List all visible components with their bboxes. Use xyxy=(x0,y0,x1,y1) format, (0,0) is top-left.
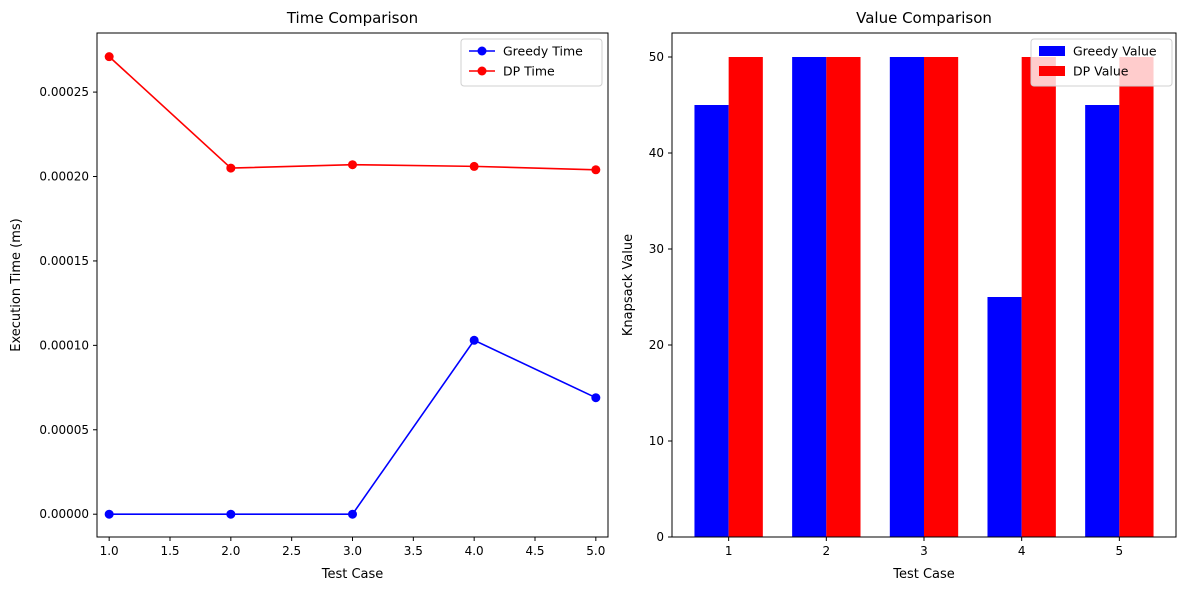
legend-marker xyxy=(477,66,487,76)
value-xtick-label: 5 xyxy=(1116,544,1124,558)
legend-label: DP Value xyxy=(1073,64,1129,79)
time-ytick-label: 0.00025 xyxy=(39,85,89,99)
bar-greedy-value xyxy=(792,57,827,537)
value-xtick-label: 3 xyxy=(920,544,928,558)
time-ytick-label: 0.00000 xyxy=(39,507,89,521)
time-legend-box xyxy=(460,38,603,87)
time-xtick-label: 2.0 xyxy=(221,544,240,558)
time-xtick-label: 3.0 xyxy=(343,544,362,558)
time-chart-ylabel: Execution Time (ms) xyxy=(9,218,24,351)
time-chart-title: Time Comparison xyxy=(286,9,418,27)
value-ytick-label: 10 xyxy=(649,434,664,448)
data-point xyxy=(226,509,236,519)
bar-dp-value xyxy=(1119,57,1154,537)
time-xtick-label: 1.0 xyxy=(100,544,119,558)
data-point xyxy=(469,335,479,345)
time-chart-xlabel: Test Case xyxy=(321,567,384,582)
legend-label: Greedy Time xyxy=(503,44,583,59)
data-point xyxy=(591,393,601,403)
time-xtick-label: 4.0 xyxy=(465,544,484,558)
bar-greedy-value xyxy=(889,57,924,537)
legend-color-swatch xyxy=(1039,66,1065,76)
value-ytick-label: 50 xyxy=(649,50,664,64)
bar-dp-value xyxy=(826,57,861,537)
time-xtick-label: 1.5 xyxy=(160,544,179,558)
value-legend-box xyxy=(1030,38,1173,87)
value-plot-area xyxy=(671,32,1177,538)
time-ytick-label: 0.00005 xyxy=(39,423,89,437)
value-xtick-label: 4 xyxy=(1018,544,1026,558)
time-comparison-chart: Time Comparison Test Case Execution Time… xyxy=(9,9,609,582)
legend-label: Greedy Value xyxy=(1073,44,1157,59)
series-line-greedy-time xyxy=(109,339,597,516)
data-point xyxy=(226,163,236,173)
time-ytick-label: 0.00020 xyxy=(39,170,89,184)
value-comparison-chart: Value Comparison Test Case Knapsack Valu… xyxy=(621,9,1177,582)
time-ytick-label: 0.00015 xyxy=(39,254,89,268)
data-point xyxy=(469,161,479,171)
value-legend: Greedy Value DP Value xyxy=(1030,38,1173,87)
bar-dp-value xyxy=(924,57,959,537)
time-plot-frame xyxy=(96,32,609,538)
time-xtick-label: 5.0 xyxy=(586,544,605,558)
data-point xyxy=(591,165,601,175)
value-ytick-label: 0 xyxy=(656,530,664,544)
bar-greedy-value xyxy=(1085,105,1120,537)
time-ytick-label: 0.00010 xyxy=(39,338,89,352)
time-xtick-label: 3.5 xyxy=(404,544,423,558)
bar-dp-value xyxy=(728,57,763,537)
value-ytick-label: 20 xyxy=(649,338,664,352)
bar-dp-value xyxy=(1021,57,1056,537)
time-xtick-label: 2.5 xyxy=(282,544,301,558)
bar-greedy-value xyxy=(987,297,1022,537)
data-point xyxy=(104,509,114,519)
value-xtick-label: 1 xyxy=(725,544,733,558)
value-chart-title: Value Comparison xyxy=(856,9,992,27)
value-chart-xlabel: Test Case xyxy=(892,567,955,582)
value-ytick-label: 40 xyxy=(649,146,664,160)
time-plot-area xyxy=(96,32,609,538)
value-chart-ylabel: Knapsack Value xyxy=(621,234,636,336)
legend-color-swatch xyxy=(1039,46,1065,56)
data-point xyxy=(104,52,114,62)
value-ytick-label: 30 xyxy=(649,242,664,256)
legend-marker xyxy=(477,46,487,56)
legend-label: DP Time xyxy=(503,64,555,79)
data-point xyxy=(348,160,357,170)
time-legend: Greedy Time DP Time xyxy=(460,38,603,87)
bar-greedy-value xyxy=(694,105,729,537)
data-point xyxy=(348,509,357,519)
time-axis-ticks: 1.0 1.5 2.0 2.5 3.0 3.5 4.0 4.5 5.0 0.00000 0.0000… xyxy=(39,85,605,558)
time-xtick-label: 4.5 xyxy=(525,544,544,558)
value-xtick-label: 2 xyxy=(823,544,831,558)
